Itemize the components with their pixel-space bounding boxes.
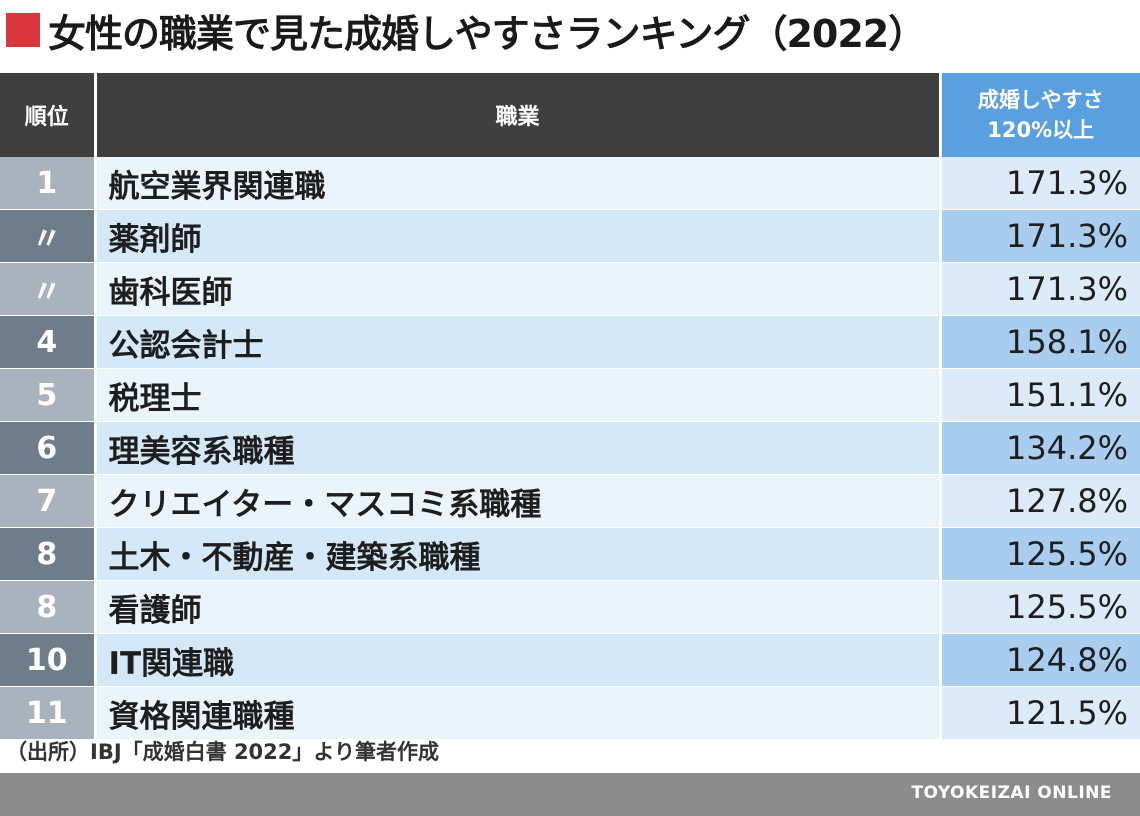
table-header-row: 順位 職業 成婚しやすさ 120%以上 [0,73,1140,157]
table-row: 4 公認会計士 158.1% [0,315,1140,369]
job-cell: 土木・不動産・建築系職種 [95,527,942,581]
table-row: 8 看護師 125.5% [0,580,1140,634]
rate-cell: 151.1% [940,368,1140,422]
job-cell: クリエイター・マスコミ系職種 [95,474,942,528]
ranking-table: 順位 職業 成婚しやすさ 120%以上 1 航空業界関連職 171.3% 〃 薬… [0,73,1140,740]
rank-cell: 11 [0,686,97,740]
rate-cell: 171.3% [940,262,1140,316]
table-row: 10 IT関連職 124.8% [0,633,1140,687]
rank-cell: 6 [0,421,97,475]
rate-cell: 125.5% [940,580,1140,634]
table-row: 11 資格関連職種 121.5% [0,686,1140,740]
job-cell: IT関連職 [95,633,942,687]
rank-cell: 5 [0,368,97,422]
job-cell: 看護師 [95,580,942,634]
rank-cell: 10 [0,633,97,687]
rate-cell: 125.5% [940,527,1140,581]
table-row: 1 航空業界関連職 171.3% [0,157,1140,210]
table-row: 6 理美容系職種 134.2% [0,421,1140,475]
page-title: 女性の職業で見た成婚しやすさランキング（2022） [48,11,926,56]
job-cell: 航空業界関連職 [95,157,942,210]
rate-cell: 158.1% [940,315,1140,369]
header-rate: 成婚しやすさ 120%以上 [940,73,1140,157]
job-cell: 税理士 [95,368,942,422]
table-row: 8 土木・不動産・建築系職種 125.5% [0,527,1140,581]
rank-cell: 8 [0,527,97,581]
rate-cell: 127.8% [940,474,1140,528]
rate-cell: 134.2% [940,421,1140,475]
job-cell: 歯科医師 [95,262,942,316]
table-row: 〃 歯科医師 171.3% [0,262,1140,316]
job-cell: 資格関連職種 [95,686,942,740]
rank-cell: 1 [0,157,97,210]
table-row: 7 クリエイター・マスコミ系職種 127.8% [0,474,1140,528]
table-row: 5 税理士 151.1% [0,368,1140,422]
rate-cell: 171.3% [940,157,1140,210]
rate-cell: 171.3% [940,209,1140,263]
header-rate-line2: 120%以上 [987,118,1095,142]
rate-cell: 124.8% [940,633,1140,687]
footer-bar: TOYOKEIZAI ONLINE [0,773,1140,816]
job-cell: 公認会計士 [95,315,942,369]
title-marker [6,13,40,47]
rank-cell: 〃 [0,209,97,263]
rank-cell: 7 [0,474,97,528]
table-row: 〃 薬剤師 171.3% [0,209,1140,263]
rate-cell: 121.5% [940,686,1140,740]
rank-cell: 4 [0,315,97,369]
brand-label[interactable]: TOYOKEIZAI ONLINE [911,783,1112,803]
job-cell: 薬剤師 [95,209,942,263]
job-cell: 理美容系職種 [95,421,942,475]
source-note: （出所）IBJ「成婚白書 2022」より筆者作成 [6,740,439,764]
rank-cell: 8 [0,580,97,634]
header-rate-line1: 成婚しやすさ [977,88,1104,112]
header-job: 職業 [95,73,942,157]
rank-cell: 〃 [0,262,97,316]
title-bar: 女性の職業で見た成婚しやすさランキング（2022） [6,4,926,56]
header-rank: 順位 [0,73,97,157]
